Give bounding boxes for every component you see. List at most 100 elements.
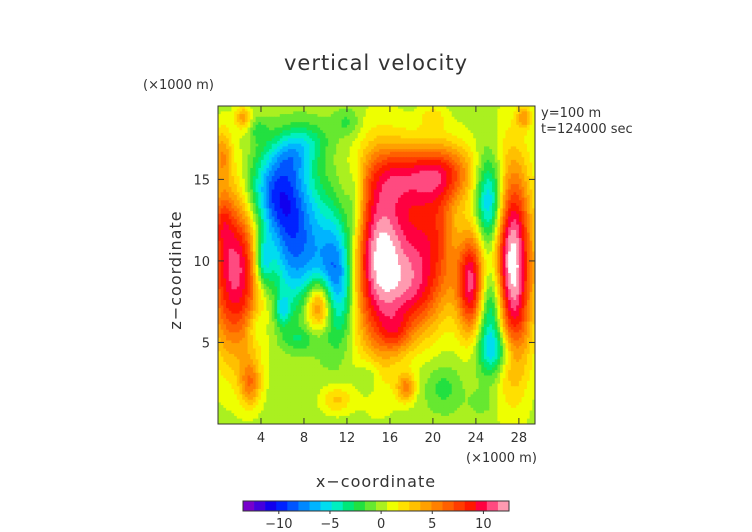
contour-cell [406, 122, 410, 126]
contour-cell [381, 114, 386, 118]
contour-cell [279, 138, 284, 142]
contour-cell [408, 186, 413, 191]
contour-cell [226, 122, 230, 126]
contour-cell [277, 132, 281, 137]
contour-cell [435, 178, 439, 183]
contour-cell [403, 138, 407, 142]
contour-cell [387, 143, 391, 148]
contour-cell [279, 143, 284, 148]
contour-cell [285, 149, 289, 153]
contour-cell [295, 143, 300, 148]
contour-cell [244, 157, 249, 161]
contour-cell [290, 135, 294, 139]
contour-cell [414, 141, 418, 145]
contour-cell [521, 127, 525, 131]
contour-cell [500, 167, 504, 172]
contour-cell [397, 216, 402, 220]
contour-cell [226, 132, 230, 137]
contour-cell [373, 149, 378, 153]
contour-cell [440, 106, 445, 110]
contour-cell [422, 194, 426, 199]
contour-cell [285, 124, 289, 129]
contour-cell [317, 108, 321, 112]
contour-cell [231, 122, 235, 126]
contour-cell [508, 149, 512, 153]
contour-cell [411, 165, 415, 169]
contour-cell [381, 197, 386, 201]
contour-cell [395, 119, 399, 123]
contour-cell [489, 130, 493, 134]
contour-cell [532, 138, 535, 142]
contour-cell [244, 127, 249, 131]
contour-cell [341, 108, 345, 112]
contour-cell [500, 170, 504, 174]
contour-cell [397, 170, 402, 174]
contour-cell [247, 167, 251, 172]
contour-cell [252, 170, 257, 174]
contour-cell [376, 143, 380, 148]
contour-cell [306, 106, 310, 110]
contour-cell [218, 154, 222, 158]
contour-cell [346, 178, 351, 183]
contour-cell [368, 141, 372, 145]
contour-cell [406, 119, 410, 123]
contour-cell [242, 176, 246, 180]
contour-cell [454, 114, 458, 118]
contour-cell [218, 130, 222, 134]
contour-cell [470, 124, 474, 129]
contour-cell [389, 186, 394, 191]
contour-cell [449, 132, 453, 137]
contour-cell [416, 151, 421, 156]
contour-cell [422, 213, 426, 218]
contour-cell [269, 200, 273, 204]
contour-cell [529, 119, 533, 123]
contour-cell [475, 211, 480, 215]
contour-cell [365, 194, 370, 199]
contour-cell [252, 132, 257, 137]
contour-cell [341, 181, 345, 185]
contour-cell [290, 205, 294, 209]
contour-cell [290, 141, 294, 145]
contour-cell [371, 211, 375, 215]
contour-cell [333, 189, 337, 193]
contour-cell [384, 116, 388, 121]
contour-cell [247, 111, 251, 115]
contour-cell [258, 114, 262, 118]
contour-cell [317, 176, 321, 180]
contour-cell [416, 208, 421, 212]
contour-cell [252, 205, 257, 209]
contour-cell [309, 138, 313, 142]
contour-cell [250, 176, 254, 180]
contour-cell [397, 135, 402, 139]
contour-cell [371, 135, 375, 139]
contour-cell [478, 216, 482, 220]
contour-cell [446, 205, 450, 209]
contour-cell [400, 189, 404, 193]
contour-cell [419, 213, 423, 218]
contour-cell [328, 211, 332, 215]
contour-cell [263, 138, 267, 142]
contour-cell [330, 116, 335, 121]
contour-cell [244, 211, 249, 215]
contour-cell [521, 181, 525, 185]
contour-cell [529, 114, 533, 118]
contour-cell [376, 114, 380, 118]
contour-cell [239, 162, 243, 166]
contour-cell [220, 149, 224, 153]
contour-cell [430, 149, 434, 153]
contour-cell [282, 127, 286, 131]
contour-cell [397, 130, 402, 134]
contour-cell [226, 111, 230, 115]
contour-cell [403, 127, 407, 131]
contour-cell [355, 135, 359, 139]
contour-cell [220, 173, 224, 177]
contour-cell [336, 205, 340, 209]
contour-cell [336, 189, 340, 193]
contour-cell [513, 106, 517, 110]
contour-cell [518, 211, 523, 215]
contour-cell [489, 205, 493, 209]
contour-cell [218, 127, 222, 131]
contour-cell [320, 111, 324, 115]
contour-cell [497, 116, 501, 121]
contour-cell [277, 181, 281, 185]
